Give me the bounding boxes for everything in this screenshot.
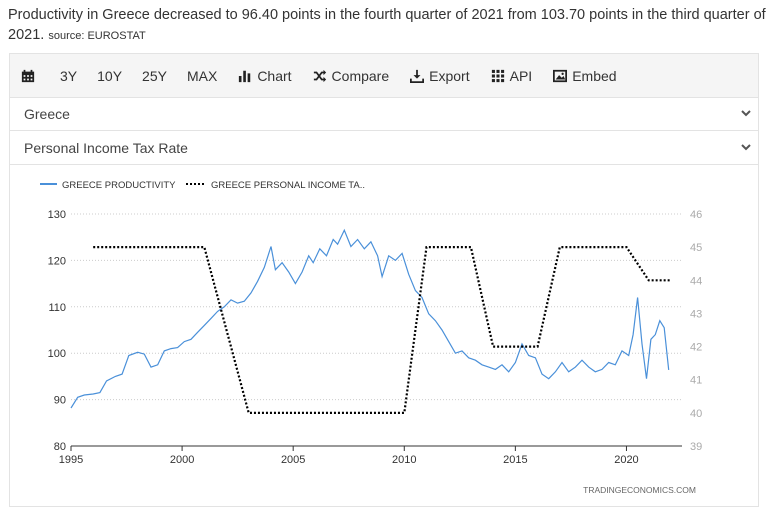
range-25y-button[interactable]: 25Y [132, 61, 177, 91]
compare-button[interactable]: Compare [302, 61, 400, 91]
api-label: API [509, 67, 533, 84]
y-left-tick-label: 130 [48, 209, 66, 221]
range-10y-button[interactable]: 10Y [87, 61, 132, 91]
y-right-tick-label: 42 [690, 342, 702, 354]
y-left-tick-label: 120 [48, 255, 66, 267]
bar-chart-icon [239, 70, 251, 82]
range-max-button[interactable]: MAX [177, 61, 227, 91]
range-10y-label: 10Y [97, 67, 123, 84]
y-right-tick-label: 44 [690, 275, 702, 287]
shuffle-icon [313, 69, 326, 82]
x-tick-label: 1995 [59, 454, 83, 466]
y-right-tick-label: 46 [690, 209, 702, 221]
y-left-tick-label: 100 [48, 348, 66, 360]
series-line-productivity [70, 228, 670, 409]
chevron-down-icon [741, 144, 751, 151]
legend-label-productivity: GREECE PRODUCTIVITY [62, 180, 176, 191]
headline-source: source: EUROSTAT [48, 30, 146, 42]
y-left-tick-label: 90 [54, 395, 66, 407]
compare-label: Compare [331, 67, 390, 84]
indicator-select[interactable]: Personal Income Tax Rate [10, 132, 758, 165]
y-right-tick-label: 39 [690, 441, 702, 453]
api-button[interactable]: API [480, 61, 543, 91]
y-right-tick-label: 41 [690, 375, 702, 387]
legend-label-tax: GREECE PERSONAL INCOME TA.. [211, 180, 365, 191]
x-tick-label: 2020 [614, 454, 638, 466]
y-left-tick-label: 110 [48, 302, 66, 314]
embed-button[interactable]: Embed [542, 61, 626, 91]
y-left-tick-label: 80 [54, 441, 66, 453]
x-tick-label: 2010 [392, 454, 416, 466]
range-25y-label: 25Y [142, 67, 167, 84]
calendar-icon [21, 69, 35, 82]
date-range-button[interactable] [20, 61, 50, 91]
image-icon [553, 69, 568, 82]
range-max-label: MAX [186, 67, 218, 84]
chart-type-button[interactable]: Chart [227, 61, 301, 91]
chevron-down-icon [741, 110, 751, 117]
y-right-tick-label: 45 [690, 242, 702, 254]
toolbar: 3Y 10Y 25Y MAX Chart Compare Export [10, 54, 758, 98]
country-select[interactable]: Greece [10, 98, 758, 131]
headline: Productivity in Greece decreased to 96.4… [8, 5, 770, 46]
grid-icon [491, 69, 504, 82]
chart-panel: 3Y 10Y 25Y MAX Chart Compare Export [9, 53, 759, 507]
country-select-value: Greece [24, 106, 70, 122]
export-label: Export [429, 67, 470, 84]
indicator-select-value: Personal Income Tax Rate [24, 140, 188, 156]
chart-type-label: Chart [257, 67, 292, 84]
chart-legend: GREECE PRODUCTIVITY GREECE PERSONAL INCO… [40, 180, 365, 191]
x-tick-label: 2005 [281, 454, 305, 466]
y-right-tick-label: 43 [690, 308, 702, 320]
embed-label: Embed [572, 67, 617, 84]
series-line-tax-rate [93, 246, 671, 414]
x-tick-label: 2000 [170, 454, 194, 466]
y-right-tick-label: 40 [690, 408, 702, 420]
x-tick-label: 2015 [503, 454, 527, 466]
range-3y-label: 3Y [60, 67, 78, 84]
range-3y-button[interactable]: 3Y [50, 61, 87, 91]
watermark: TRADINGECONOMICS.COM [583, 485, 696, 495]
download-icon [410, 69, 425, 83]
export-button[interactable]: Export [399, 61, 479, 91]
headline-text: Productivity in Greece decreased to 96.4… [8, 7, 766, 43]
